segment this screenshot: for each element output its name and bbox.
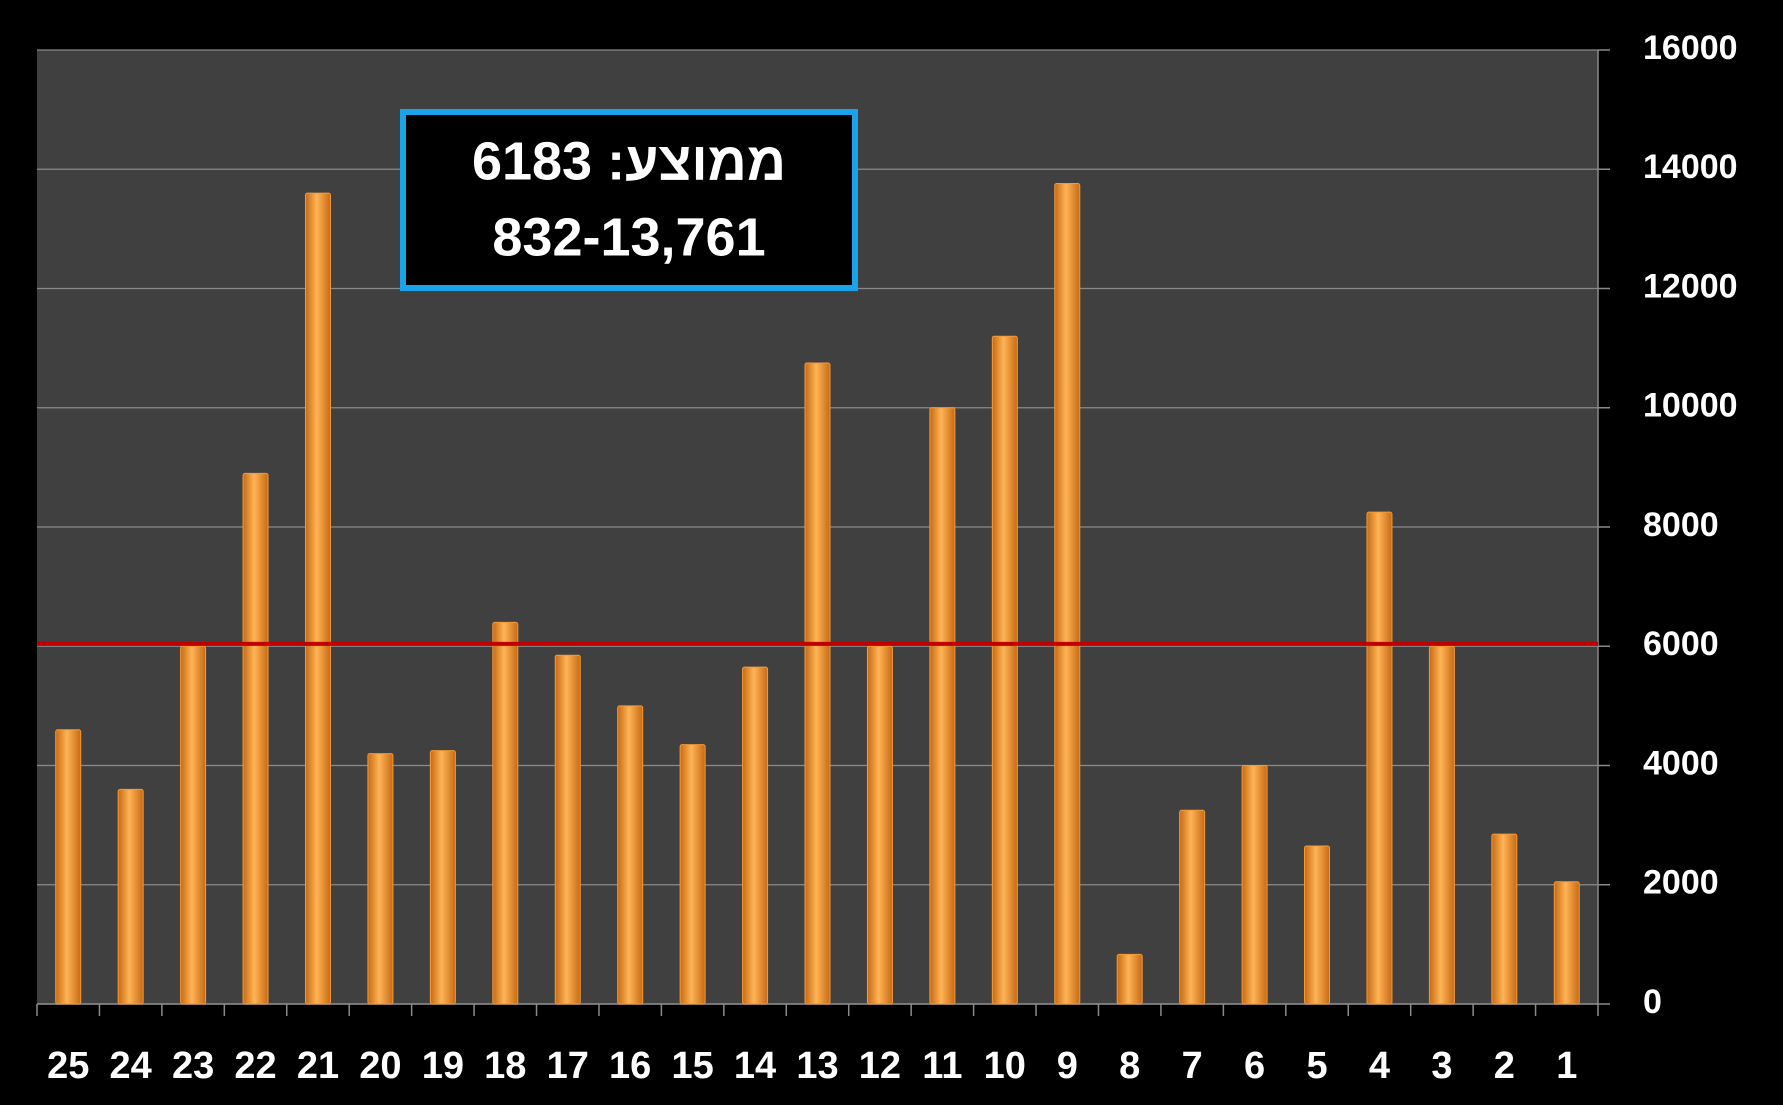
bar bbox=[1116, 953, 1143, 1005]
y-tick-label: 2000 bbox=[1643, 864, 1719, 902]
x-tick-label: 5 bbox=[1306, 1045, 1327, 1087]
bar bbox=[742, 666, 769, 1005]
bar bbox=[242, 472, 269, 1005]
bar bbox=[1491, 833, 1518, 1005]
x-tick-label: 18 bbox=[484, 1045, 526, 1087]
bar bbox=[929, 407, 956, 1005]
x-tick-label: 9 bbox=[1057, 1045, 1078, 1087]
x-tick-label: 3 bbox=[1431, 1045, 1452, 1087]
x-tick-label: 22 bbox=[234, 1045, 276, 1087]
bar bbox=[180, 645, 207, 1005]
x-tick-label: 2 bbox=[1494, 1045, 1515, 1087]
y-tick-label: 8000 bbox=[1643, 506, 1719, 544]
x-tick-label: 20 bbox=[359, 1045, 401, 1087]
bar bbox=[991, 335, 1018, 1005]
x-tick-label: 19 bbox=[422, 1045, 464, 1087]
bar bbox=[1366, 511, 1393, 1005]
y-tick-label: 16000 bbox=[1643, 29, 1738, 67]
bar bbox=[304, 192, 331, 1005]
y-tick-label: 12000 bbox=[1643, 267, 1738, 305]
bar bbox=[804, 362, 831, 1005]
bar bbox=[1553, 881, 1580, 1005]
x-tick-label: 11 bbox=[922, 1045, 962, 1087]
y-tick-label: 0 bbox=[1643, 983, 1662, 1021]
bar bbox=[1179, 809, 1206, 1005]
x-tick-label: 12 bbox=[859, 1045, 901, 1087]
bar bbox=[1304, 845, 1331, 1005]
bar bbox=[117, 788, 144, 1005]
y-tick-label: 6000 bbox=[1643, 625, 1719, 663]
x-tick-label: 24 bbox=[110, 1045, 152, 1087]
bar bbox=[429, 750, 456, 1005]
bar bbox=[367, 753, 394, 1005]
bar bbox=[1241, 765, 1268, 1005]
x-tick-label: 13 bbox=[796, 1045, 838, 1087]
annotation-text: 832-13,761 bbox=[492, 207, 765, 267]
bar bbox=[617, 705, 644, 1005]
x-tick-label: 7 bbox=[1182, 1045, 1203, 1087]
bar bbox=[1054, 183, 1081, 1005]
x-tick-label: 16 bbox=[609, 1045, 651, 1087]
bar bbox=[554, 654, 581, 1005]
x-tick-label: 4 bbox=[1369, 1045, 1390, 1087]
bar bbox=[492, 621, 519, 1005]
bar bbox=[679, 744, 706, 1005]
x-tick-label: 14 bbox=[734, 1045, 776, 1087]
x-tick-label: 10 bbox=[984, 1045, 1026, 1087]
x-tick-label: 23 bbox=[172, 1045, 214, 1087]
y-tick-label: 14000 bbox=[1643, 148, 1738, 186]
annotation-text: ממוצע: 6183 bbox=[472, 131, 786, 191]
bar bbox=[1428, 645, 1455, 1005]
x-tick-label: 6 bbox=[1244, 1045, 1265, 1087]
bar bbox=[55, 729, 82, 1005]
x-tick-label: 25 bbox=[47, 1045, 89, 1087]
y-tick-label: 4000 bbox=[1643, 744, 1719, 782]
x-tick-label: 17 bbox=[547, 1045, 589, 1087]
bar bbox=[866, 645, 893, 1005]
x-tick-label: 21 bbox=[297, 1045, 339, 1087]
x-tick-label: 1 bbox=[1556, 1045, 1577, 1087]
annotation-box bbox=[400, 109, 858, 291]
x-tick-label: 15 bbox=[671, 1045, 713, 1087]
x-tick-label: 8 bbox=[1119, 1045, 1140, 1087]
y-tick-label: 10000 bbox=[1643, 387, 1738, 425]
